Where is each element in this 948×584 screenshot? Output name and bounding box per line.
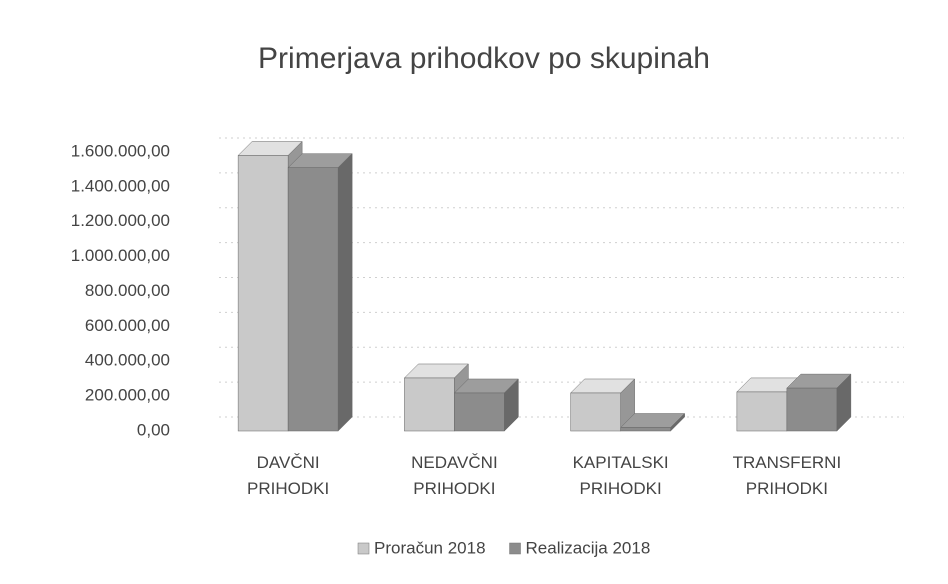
bar [620,412,686,432]
y-tick-label: 1.000.000,00 [71,246,170,265]
bar-front [237,155,289,432]
x-tick-label: KAPITALSKI PRIHODKI [572,453,669,498]
bar [453,378,519,432]
bar-front [287,167,339,432]
y-tick-label: 800.000,00 [85,281,170,300]
bar [786,373,852,432]
bar-front [620,427,671,432]
y-tick-label: 0,00 [137,420,170,439]
legend-label: Realizacija 2018 [526,538,651,557]
legend-swatch [357,542,370,555]
y-tick-label: 1.200.000,00 [71,211,170,230]
y-tick-label: 1.600.000,00 [71,141,170,160]
bar-front [736,391,788,432]
bar-front [786,387,838,432]
y-tick-label: 200.000,00 [85,386,170,405]
x-tick-label: TRANSFERNI PRIHODKI [732,453,842,498]
y-tick-label: 1.400.000,00 [71,176,170,195]
x-tick-label: DAVČNI PRIHODKI [247,453,330,498]
legend-label: Proračun 2018 [374,538,486,557]
bar [570,378,636,432]
bar-front [454,392,505,432]
y-tick-label: 600.000,00 [85,316,170,335]
bar [287,153,353,432]
legend-swatch [509,542,521,555]
bar-front [404,377,455,432]
chart-title: Primerjava prihodkov po skupinah [258,42,710,75]
bar-side [337,153,353,432]
bar [736,377,802,432]
x-tick-label: NEDAVČNI PRIHODKI [411,453,498,498]
bar-front [570,392,621,432]
y-tick-label: 400.000,00 [85,351,170,370]
